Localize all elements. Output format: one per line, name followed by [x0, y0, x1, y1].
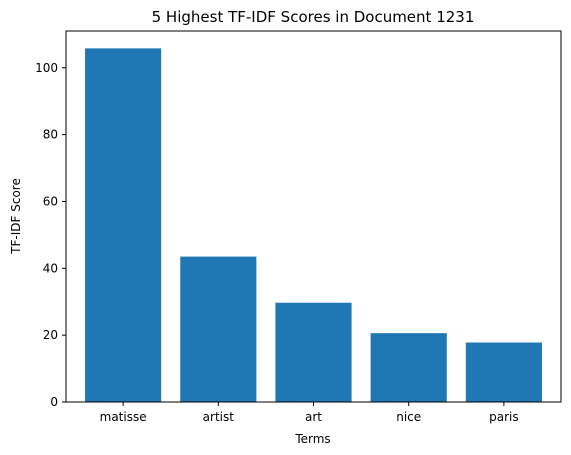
y-tick-label: 20	[43, 328, 58, 342]
y-axis-label: TF-IDF Score	[9, 178, 23, 255]
y-tick-label: 0	[50, 395, 58, 409]
x-tick-label: art	[305, 410, 322, 424]
x-axis-label: Terms	[294, 432, 330, 446]
bar-artist	[180, 256, 257, 402]
bar-art	[275, 302, 352, 402]
x-axis-ticks: matisse artist art nice paris	[100, 402, 519, 424]
x-tick-label: matisse	[100, 410, 147, 424]
y-tick-label: 60	[43, 194, 58, 208]
x-tick-label: paris	[489, 410, 519, 424]
x-tick-label: artist	[203, 410, 235, 424]
y-axis-ticks: 0 20 40 60 80 100	[35, 61, 66, 409]
y-tick-label: 100	[35, 61, 58, 75]
y-tick-label: 40	[43, 261, 58, 275]
bar-nice	[370, 333, 447, 402]
bar-paris	[465, 342, 542, 402]
bar-matisse	[85, 48, 162, 402]
bars-group	[85, 48, 542, 402]
x-tick-label: nice	[396, 410, 421, 424]
chart-title: 5 Highest TF-IDF Scores in Document 1231	[152, 8, 475, 26]
y-tick-label: 80	[43, 128, 58, 142]
